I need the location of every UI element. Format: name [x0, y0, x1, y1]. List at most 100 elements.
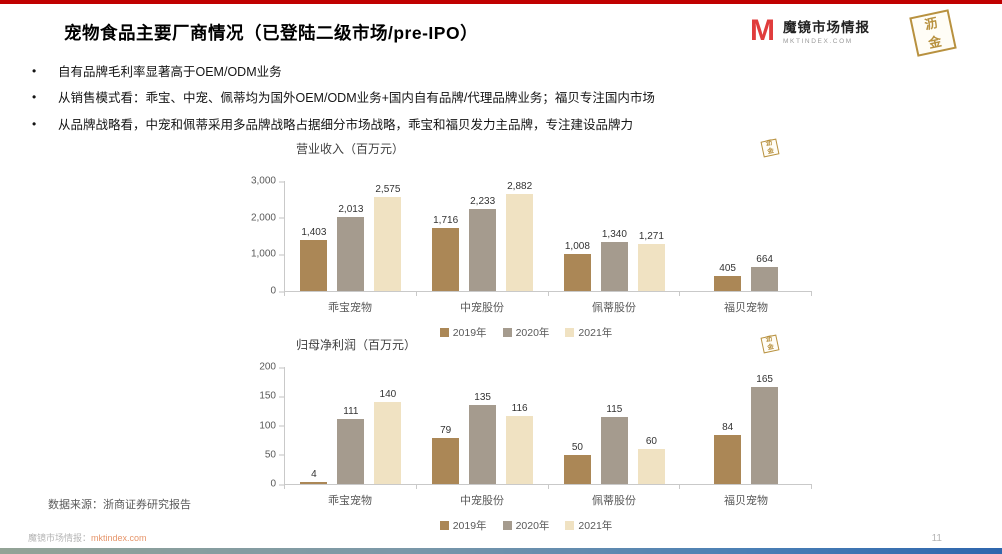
- bar-value-label: 1,403: [301, 226, 327, 238]
- bar-group: 405 664: [680, 181, 812, 291]
- legend-label: 2021年: [578, 520, 613, 532]
- bar-rect: [563, 454, 591, 484]
- bar-value-label: 405: [719, 263, 736, 275]
- legend-label: 2020年: [515, 327, 550, 339]
- bar: 111: [337, 367, 365, 484]
- bar: 115: [600, 367, 628, 484]
- bar-rect: [432, 228, 460, 291]
- bar-group: 4 111 140: [285, 367, 417, 484]
- bullet-text: 自有品牌毛利率显著高于OEM/ODM业务: [58, 65, 282, 79]
- x-tick: [415, 485, 548, 489]
- net-profit-chart: 归母净利润（百万元） 沥 金 0 50 100 150 200 4 111 140 79 135…: [240, 334, 812, 533]
- y-axis: 0 1,000 2,000 3,000: [240, 176, 285, 297]
- bar-rect: [469, 405, 497, 484]
- bar-group: 1,403 2,013 2,575: [285, 181, 417, 291]
- x-tick: [547, 485, 680, 489]
- chart-legend: 2019年 2020年 2021年: [240, 518, 812, 533]
- x-tick: [415, 292, 548, 296]
- bar-rect: [506, 416, 534, 484]
- bullet-text: 从品牌战略看，中宠和佩蒂采用多品牌战略占据细分市场战略，乖宝和福贝发力主品牌，专…: [58, 117, 634, 132]
- mojing-logo-name: 魔镜市场情报: [783, 20, 870, 35]
- bar-rect: [751, 266, 779, 291]
- bar: 2,882: [506, 181, 534, 291]
- bullet-text: 从销售模式看：乖宝、中宠、佩蒂均为国外OEM/ODM业务+国内自有品牌/代理品牌…: [58, 91, 655, 106]
- bullet-item: • 从销售模式看：乖宝、中宠、佩蒂均为国外OEM/ODM业务+国内自有品牌/代理…: [32, 90, 792, 106]
- legend-swatch: [439, 328, 449, 337]
- bar-rect: [506, 194, 534, 291]
- bar-rect: [374, 402, 402, 484]
- bar: 140: [374, 367, 402, 484]
- y-tick-label: 0: [270, 285, 284, 297]
- bar-rect: [374, 196, 402, 291]
- y-tick-label: 0: [270, 478, 284, 490]
- bar: 2,013: [337, 181, 365, 291]
- x-category-label: 佩蒂股份: [592, 495, 636, 507]
- chart-body: 0 50 100 150 200 4 111 140 79 135 116 50 115 60 84 165…: [240, 362, 812, 508]
- lijin-ingot-shape: 沥 金: [760, 138, 780, 158]
- chart-header: 营业收入（百万元） 沥 金: [240, 138, 812, 158]
- bar-value-label: 79: [440, 424, 452, 436]
- lijin-ingot-shape: 沥 金: [909, 9, 957, 57]
- y-tick-label: 150: [259, 390, 284, 402]
- bar-value-label: 1,271: [638, 231, 664, 243]
- legend-item: 2021年: [565, 518, 612, 533]
- bar: 1,271: [637, 181, 665, 291]
- lijin-watermark-icon: 沥 金: [760, 138, 782, 160]
- chart-header: 归母净利润（百万元） 沥 金: [240, 334, 812, 354]
- y-tick-label: 100: [259, 420, 284, 431]
- bar: 165: [751, 367, 779, 484]
- bar-rect: [637, 448, 665, 484]
- legend-label: 2019年: [452, 520, 487, 532]
- bar: 60: [637, 367, 665, 484]
- x-tick: [679, 485, 812, 489]
- data-source-note: 数据来源：浙商证券研究报告: [48, 499, 191, 511]
- x-tick: [284, 292, 416, 296]
- y-axis: 0 50 100 150 200: [240, 362, 285, 490]
- chart-legend: 2019年 2020年 2021年: [240, 325, 812, 340]
- mojing-logo-icon: M: [750, 14, 775, 47]
- legend-swatch: [439, 521, 449, 530]
- bar-rect: [751, 387, 779, 484]
- bar-group: 1,716 2,233 2,882: [417, 181, 549, 291]
- bar: 1,340: [600, 181, 628, 291]
- footer-brand-label: 魔镜市场情报：: [28, 533, 92, 543]
- bar-value-label: 1,716: [433, 215, 459, 227]
- y-tick-label: 2,000: [250, 212, 285, 224]
- footer-link[interactable]: mktindex.com: [91, 533, 147, 543]
- bar-value-label: 111: [343, 406, 359, 418]
- x-category-label: 福贝宠物: [724, 495, 768, 507]
- legend-label: 2020年: [515, 520, 550, 532]
- bar: 2,575: [374, 181, 402, 291]
- bullet-dot-icon: •: [32, 64, 37, 78]
- bar-group: 50 115 60: [549, 367, 681, 484]
- bar-rect: [300, 481, 328, 484]
- bottom-gradient-strip: [0, 548, 1002, 554]
- chart-title: 归母净利润（百万元）: [296, 338, 417, 352]
- bar-rect: [563, 254, 591, 291]
- bar-value-label: 2,882: [507, 181, 533, 192]
- plot-column: 1,403 2,013 2,575 1,716 2,233 2,882 1,008 1,340…: [284, 181, 812, 315]
- bar-value-label: 115: [606, 403, 623, 415]
- x-category-label: 中宠股份: [460, 495, 504, 507]
- legend-swatch: [502, 328, 512, 337]
- legend-swatch: [502, 521, 512, 530]
- bar-rect: [714, 434, 742, 484]
- x-axis-labels: 乖宝宠物 中宠股份 佩蒂股份 福贝宠物: [284, 489, 812, 508]
- bar-rect: [600, 416, 628, 484]
- bar-rect: [714, 276, 742, 291]
- y-tick-label: 3,000: [250, 175, 285, 187]
- bar: 1,008: [563, 181, 591, 291]
- legend-item: 2020年: [502, 325, 550, 340]
- lijin-char-2: 金: [766, 342, 775, 352]
- bar-rect: [637, 244, 665, 291]
- bar-value-label: 135: [474, 392, 491, 404]
- mojing-logo-text: 魔镜市场情报 MKTINDEX.COM: [783, 16, 870, 45]
- bar: 405: [714, 181, 742, 291]
- bar-value-label: 2,233: [470, 196, 496, 208]
- legend-label: 2021年: [578, 327, 613, 339]
- top-accent-bar: [0, 0, 1002, 4]
- bar-value-label: 4: [311, 468, 317, 480]
- bar-value-label: 165: [756, 374, 773, 386]
- x-category-label: 福贝宠物: [724, 302, 768, 314]
